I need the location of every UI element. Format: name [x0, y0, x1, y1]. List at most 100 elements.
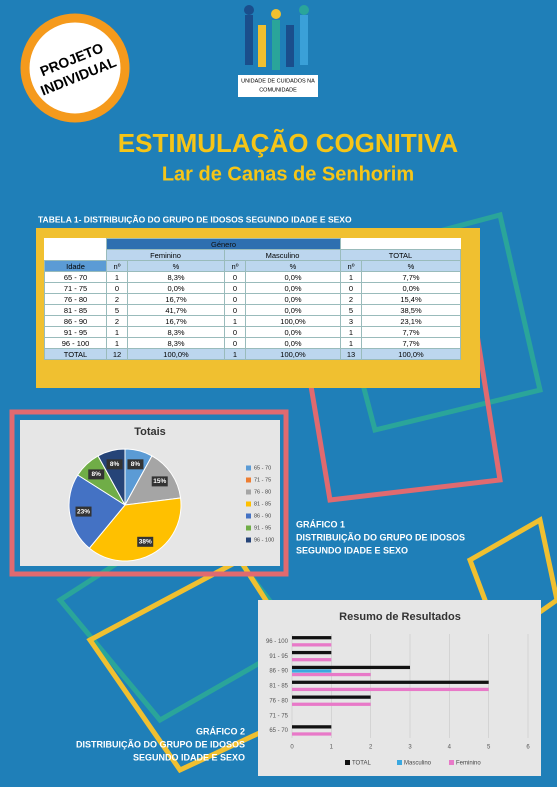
cell: 71 - 75 [44, 282, 107, 294]
data-label: 8% [110, 461, 120, 468]
x-tick-label: 3 [408, 745, 412, 751]
x-tick-label: 2 [369, 745, 373, 751]
legend-label: Masculino [404, 761, 432, 767]
table: Género Feminino Masculino TOTAL Idade nº%… [44, 238, 461, 360]
cell: 1 [106, 326, 128, 338]
cell: 16,7% [127, 293, 225, 305]
cell: 0 [224, 282, 246, 294]
cell: 0 [340, 282, 362, 294]
frame [9, 409, 289, 577]
legend-label: 65 - 70 [254, 465, 271, 471]
cell: 7,7% [361, 271, 461, 283]
cell: 0 [224, 326, 246, 338]
bar [292, 702, 371, 706]
cell: 2 [106, 293, 128, 305]
legend-swatch [449, 760, 454, 765]
bar [292, 695, 371, 699]
caption: SEGUNDO IDADE E SEXO [133, 752, 245, 762]
cell: 65 - 70 [44, 271, 107, 283]
x-tick-label: 6 [526, 745, 530, 751]
cell: % [245, 260, 341, 272]
y-tick-label: 76 - 80 [269, 698, 288, 704]
row: TOTAL 12 100,0% 1 100,0% 13 100,0% [44, 348, 461, 360]
header: Masculino [224, 249, 341, 261]
bar [292, 636, 332, 640]
y-tick-label: 65 - 70 [269, 728, 288, 734]
cell: 0,0% [245, 326, 341, 338]
cell: 0 [224, 293, 246, 305]
bar [292, 658, 332, 662]
cell: 76 - 80 [44, 293, 107, 305]
caption: GRÁFICO 1 [296, 519, 345, 529]
bar [292, 665, 410, 670]
row: 91 - 95 1 8,3% 0 0,0% 1 7,7% [44, 326, 461, 338]
bar [292, 732, 332, 736]
cell: 81 - 85 [44, 304, 107, 316]
data-label: 23% [77, 508, 90, 515]
cell: 0 [106, 282, 128, 294]
table-caption: TABELA 1- DISTRIBUIÇÃO DO GRUPO DE IDOSO… [38, 214, 352, 224]
cell: nº [340, 260, 362, 272]
cell: 41,7% [127, 304, 225, 316]
legend-swatch [246, 525, 251, 531]
cell: 0,0% [361, 282, 461, 294]
cell: 91 - 95 [44, 326, 107, 338]
cell: 5 [340, 304, 362, 316]
logo-text: UNIDADE DE CUIDADOS NA [241, 78, 315, 84]
data-label: 8% [131, 461, 141, 468]
cell: 0 [224, 337, 246, 349]
cell: 5 [106, 304, 128, 316]
y-tick-label: 71 - 75 [269, 713, 288, 719]
subtitle: Lar de Canas de Senhorim [162, 163, 414, 185]
row: 96 - 100 1 8,3% 0 0,0% 1 7,7% [44, 337, 461, 349]
cell: 7,7% [361, 337, 461, 349]
chart-title: Resumo de Resultados [339, 611, 461, 623]
label-box [151, 476, 168, 487]
header: TOTAL [340, 249, 461, 261]
badge [20, 13, 130, 123]
legend-label: 76 - 80 [254, 489, 271, 495]
legend-label: 96 - 100 [254, 537, 274, 543]
cell: 1 [224, 315, 246, 327]
legend-swatch [246, 489, 251, 495]
legend-swatch [246, 537, 251, 543]
y-tick-label: 86 - 90 [269, 669, 288, 675]
bar [292, 725, 332, 729]
legend-label: 71 - 75 [254, 477, 271, 483]
row: 76 - 80 2 16,7% 0 0,0% 2 15,4% [44, 293, 461, 305]
bar [292, 669, 332, 673]
x-tick-label: 4 [448, 745, 452, 751]
cell: 2 [106, 315, 128, 327]
x-tick-label: 1 [330, 745, 334, 751]
cell: 3 [340, 315, 362, 327]
row: 65 - 70 1 8,3% 0 0,0% 1 7,7% [44, 271, 461, 283]
cell: 0,0% [245, 293, 341, 305]
cell: 12 [106, 348, 128, 360]
cell: 100,0% [127, 348, 225, 360]
cell: 15,4% [361, 293, 461, 305]
label-box [75, 506, 92, 517]
caption: GRÁFICO 2 [196, 726, 245, 736]
y-tick-label: 96 - 100 [266, 639, 289, 645]
legend-swatch [246, 513, 251, 519]
cell: 100,0% [245, 315, 341, 327]
cell: % [127, 260, 225, 272]
caption: SEGUNDO IDADE E SEXO [296, 545, 408, 555]
cell: 0 [224, 304, 246, 316]
cell: 0,0% [245, 271, 341, 283]
legend-label: Feminino [456, 761, 481, 767]
cell: 100,0% [245, 348, 341, 360]
cell: 86 - 90 [44, 315, 107, 327]
cell: 0,0% [245, 282, 341, 294]
legend-label: 81 - 85 [254, 501, 271, 507]
bar [292, 650, 332, 655]
label-box [106, 459, 123, 470]
cell: 1 [106, 271, 128, 283]
y-tick-label: 91 - 95 [269, 654, 288, 660]
label-box [127, 459, 144, 470]
label-box [88, 469, 105, 480]
cell: Idade [44, 260, 107, 272]
legend-swatch [246, 465, 251, 471]
cell: nº [224, 260, 246, 272]
